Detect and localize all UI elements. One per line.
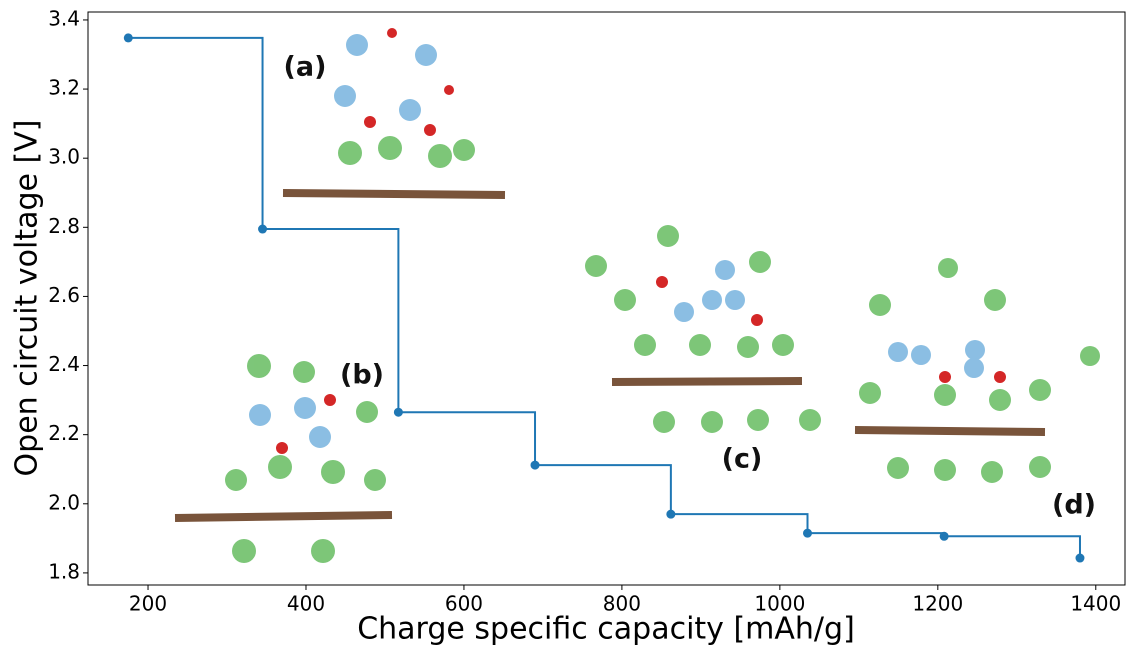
step-line xyxy=(128,36,1081,559)
y-tick-label: 3.4 xyxy=(48,6,80,30)
y-tick-label: 3.0 xyxy=(48,145,80,169)
x-tick-label: 1400 xyxy=(1070,592,1121,616)
x-axis-label: Charge specific capacity [mAh/g] xyxy=(357,612,855,647)
y-axis-label: Open circuit voltage [V] xyxy=(10,120,45,477)
y-tick-label: 1.8 xyxy=(48,559,80,583)
structure-c xyxy=(585,225,821,433)
x-tick-label: 800 xyxy=(603,592,641,616)
data-point xyxy=(1075,553,1085,563)
data-point xyxy=(939,531,949,541)
structure-a xyxy=(282,28,506,199)
data-point xyxy=(803,528,813,538)
structure-d xyxy=(854,258,1100,483)
x-tick-label: 400 xyxy=(287,592,325,616)
y-tick-label: 2.4 xyxy=(48,352,80,376)
structure-illustrations xyxy=(174,28,1100,563)
y-tick-label: 3.2 xyxy=(48,76,80,100)
annotation: (c) xyxy=(722,444,763,475)
structure-b xyxy=(174,354,393,563)
y-tick-label: 2.6 xyxy=(48,283,80,307)
x-tick-label: 1000 xyxy=(754,592,805,616)
x-tick-label: 1200 xyxy=(912,592,963,616)
y-tick-label: 2.8 xyxy=(48,214,80,238)
annotation: (a) xyxy=(284,52,327,83)
annotation: (d) xyxy=(1052,490,1096,521)
data-point xyxy=(258,224,268,234)
data-point xyxy=(666,509,676,519)
x-tick-label: 600 xyxy=(445,592,483,616)
plot-frame xyxy=(87,11,1126,586)
x-tick-label: 200 xyxy=(129,592,167,616)
data-point xyxy=(530,460,540,470)
data-point xyxy=(123,33,133,43)
y-tick-label: 2.2 xyxy=(48,421,80,445)
annotation: (b) xyxy=(340,360,384,391)
data-point xyxy=(393,407,403,417)
y-tick-label: 2.0 xyxy=(48,490,80,514)
